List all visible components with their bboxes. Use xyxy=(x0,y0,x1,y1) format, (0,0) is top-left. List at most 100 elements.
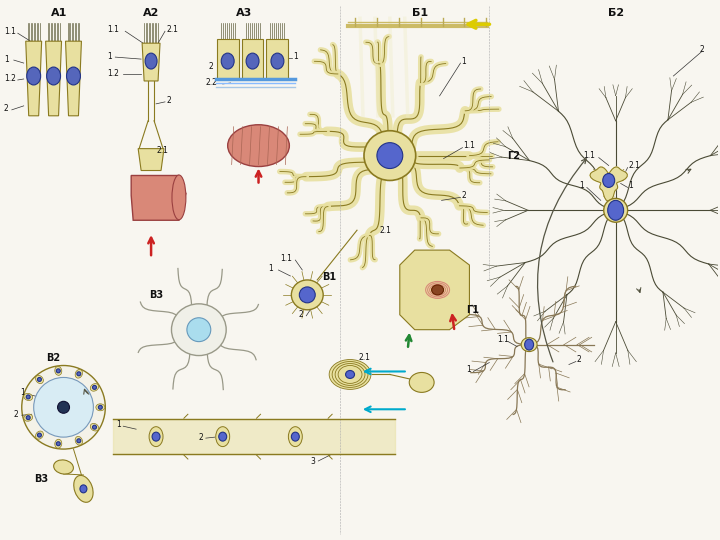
Ellipse shape xyxy=(37,433,42,437)
Text: А1: А1 xyxy=(51,8,68,18)
Ellipse shape xyxy=(289,427,302,447)
Text: 1: 1 xyxy=(4,55,9,64)
Ellipse shape xyxy=(26,395,30,399)
Text: 1: 1 xyxy=(269,264,273,273)
Ellipse shape xyxy=(271,53,284,69)
Ellipse shape xyxy=(58,401,70,413)
Ellipse shape xyxy=(525,339,534,350)
Ellipse shape xyxy=(216,427,230,447)
Text: В2: В2 xyxy=(45,353,60,362)
Text: 1: 1 xyxy=(462,57,467,65)
Polygon shape xyxy=(66,41,81,116)
Text: 1.1: 1.1 xyxy=(280,254,292,262)
Text: 1: 1 xyxy=(579,181,584,190)
Ellipse shape xyxy=(99,406,102,409)
Ellipse shape xyxy=(27,67,40,85)
Text: 1.1: 1.1 xyxy=(464,141,475,150)
Polygon shape xyxy=(138,148,164,171)
Ellipse shape xyxy=(219,432,227,441)
Ellipse shape xyxy=(66,67,81,85)
Polygon shape xyxy=(142,43,160,81)
Ellipse shape xyxy=(80,485,87,493)
Ellipse shape xyxy=(77,372,81,376)
Text: 2: 2 xyxy=(462,191,467,200)
Ellipse shape xyxy=(149,427,163,447)
Ellipse shape xyxy=(73,475,93,502)
Ellipse shape xyxy=(92,386,96,389)
Ellipse shape xyxy=(24,414,32,421)
Polygon shape xyxy=(590,167,627,201)
Circle shape xyxy=(34,377,94,437)
Ellipse shape xyxy=(172,175,186,220)
Ellipse shape xyxy=(35,431,43,439)
Text: 2.1: 2.1 xyxy=(166,25,178,33)
Polygon shape xyxy=(266,39,289,79)
Ellipse shape xyxy=(90,383,99,391)
Ellipse shape xyxy=(292,432,300,441)
Polygon shape xyxy=(26,41,42,116)
Polygon shape xyxy=(242,39,264,79)
Text: 1.2: 1.2 xyxy=(4,75,16,84)
Text: 1.1: 1.1 xyxy=(4,27,16,36)
Ellipse shape xyxy=(604,198,628,222)
Polygon shape xyxy=(400,250,469,330)
Text: А2: А2 xyxy=(143,8,159,18)
Ellipse shape xyxy=(96,404,105,411)
Text: 2: 2 xyxy=(577,355,582,364)
Text: 1.1: 1.1 xyxy=(498,335,509,344)
Ellipse shape xyxy=(152,432,160,441)
Text: 2.1: 2.1 xyxy=(629,161,641,170)
Ellipse shape xyxy=(24,393,32,401)
Ellipse shape xyxy=(228,125,289,166)
Ellipse shape xyxy=(54,460,73,474)
Text: Г1: Г1 xyxy=(467,305,480,315)
Polygon shape xyxy=(217,39,238,79)
Ellipse shape xyxy=(75,436,83,445)
Text: 2: 2 xyxy=(4,104,9,113)
Text: 2.2: 2.2 xyxy=(206,78,217,87)
Ellipse shape xyxy=(346,370,354,379)
Text: В3: В3 xyxy=(34,474,48,484)
Ellipse shape xyxy=(292,280,323,310)
Ellipse shape xyxy=(37,377,42,381)
Text: 2: 2 xyxy=(699,45,704,53)
Ellipse shape xyxy=(92,425,96,429)
Text: 1: 1 xyxy=(116,420,121,429)
Ellipse shape xyxy=(364,131,415,180)
Text: А3: А3 xyxy=(235,8,252,18)
Text: В3: В3 xyxy=(149,290,163,300)
Text: 1.1: 1.1 xyxy=(583,151,595,160)
Text: 3: 3 xyxy=(310,456,315,465)
Text: 2: 2 xyxy=(209,62,214,71)
Ellipse shape xyxy=(521,338,537,352)
Text: 2.1: 2.1 xyxy=(380,226,392,235)
Text: 2.1: 2.1 xyxy=(358,353,370,362)
Polygon shape xyxy=(45,41,61,116)
Ellipse shape xyxy=(246,53,259,69)
Text: 2.1: 2.1 xyxy=(156,146,168,155)
Ellipse shape xyxy=(55,367,62,375)
Text: 2: 2 xyxy=(166,96,171,105)
Ellipse shape xyxy=(26,416,30,420)
Ellipse shape xyxy=(329,360,371,389)
Text: 2: 2 xyxy=(199,433,204,442)
Ellipse shape xyxy=(145,53,157,69)
Ellipse shape xyxy=(377,143,402,168)
Circle shape xyxy=(22,366,105,449)
Ellipse shape xyxy=(55,439,62,448)
Text: 2: 2 xyxy=(298,310,303,319)
Text: 1.2: 1.2 xyxy=(107,69,120,78)
Ellipse shape xyxy=(608,200,624,220)
Text: 1: 1 xyxy=(293,52,298,60)
Ellipse shape xyxy=(603,173,615,187)
Text: 1.1: 1.1 xyxy=(107,25,120,33)
Ellipse shape xyxy=(56,442,60,446)
Ellipse shape xyxy=(35,375,43,383)
Ellipse shape xyxy=(56,369,60,373)
Ellipse shape xyxy=(300,287,315,303)
Text: 1: 1 xyxy=(19,388,24,397)
Text: В1: В1 xyxy=(322,272,336,282)
Ellipse shape xyxy=(90,423,99,431)
Ellipse shape xyxy=(171,304,226,355)
Text: 1: 1 xyxy=(629,181,634,190)
